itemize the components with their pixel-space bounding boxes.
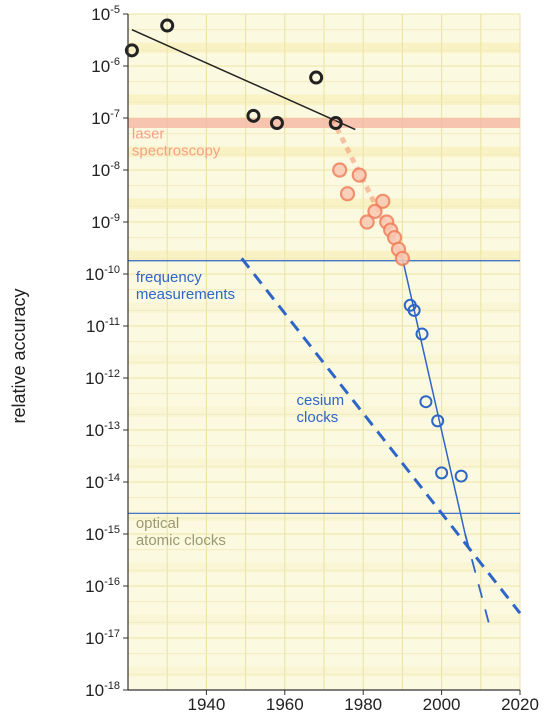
x-tick-label: 1940	[187, 695, 225, 714]
y-tick-label: 10-13	[85, 420, 120, 440]
y-tick-base: 10	[85, 577, 104, 596]
data-point	[375, 193, 391, 209]
annotation: cesium clocks	[297, 392, 345, 426]
axes: 1940 1960 1980 2000 202010-510-610-710-810-9…	[85, 4, 539, 714]
y-tick-label: 10-17	[85, 628, 120, 648]
data-point	[246, 108, 261, 123]
y-tick-base: 10	[91, 213, 110, 232]
y-tick-base: 10	[85, 473, 104, 492]
y-tick-label: 10-16	[85, 576, 120, 596]
data-point	[351, 167, 367, 183]
y-tick-base: 10	[85, 629, 104, 648]
annotation-line: laser	[132, 126, 165, 143]
trend-line	[329, 116, 405, 260]
annotation-line: frequency	[136, 269, 202, 286]
data-point	[328, 116, 343, 131]
data-point	[339, 186, 356, 202]
y-tick-label: 10-12	[85, 368, 120, 388]
y-axis-title: relative accuracy	[9, 288, 29, 423]
y-tick-base: 10	[91, 161, 110, 180]
y-tick-exponent: -18	[104, 680, 120, 692]
y-tick-label: 10-15	[85, 524, 120, 544]
y-tick-base: 10	[91, 109, 110, 128]
annotation-line: spectroscopy	[132, 143, 221, 160]
annotation: frequency measurements	[136, 269, 235, 303]
data-point	[419, 395, 433, 409]
y-tick-base: 10	[85, 369, 104, 388]
y-tick-exponent: -5	[110, 4, 120, 16]
y-tick-label: 10-14	[85, 472, 120, 492]
y-tick-label: 10-8	[91, 160, 120, 180]
y-tick-label: 10-11	[86, 316, 120, 336]
data-point	[454, 469, 468, 483]
x-tick-label: 1960	[266, 695, 304, 714]
y-tick-exponent: -6	[110, 56, 120, 68]
y-tick-exponent: -8	[110, 160, 120, 172]
data-points	[124, 18, 468, 483]
y-tick-base: 10	[85, 421, 104, 440]
annotation-line: measurements	[136, 286, 235, 303]
data-point	[160, 18, 175, 33]
y-tick-exponent: -9	[110, 212, 120, 224]
annotation-line: cesium	[297, 392, 345, 409]
x-tick-label: 1980	[344, 695, 382, 714]
annotation: optical atomic clocks	[136, 515, 226, 549]
y-tick-label: 10-6	[91, 56, 120, 76]
data-point	[407, 303, 421, 317]
y-tick-base: 10	[86, 317, 105, 336]
data-point	[269, 116, 284, 131]
data-point	[332, 162, 348, 178]
y-tick-exponent: -13	[104, 420, 120, 432]
y-tick-exponent: -16	[104, 576, 120, 588]
y-tick-label: 10-10	[85, 264, 120, 284]
annotation-line: optical	[136, 515, 179, 532]
y-tick-exponent: -14	[104, 472, 120, 484]
x-tick-label: 2020	[501, 695, 539, 714]
y-tick-base: 10	[91, 5, 110, 24]
y-tick-base: 10	[85, 525, 104, 544]
data-point	[431, 414, 445, 428]
annotation-line: clocks	[297, 409, 339, 426]
data-point	[359, 214, 375, 230]
reference-lines	[128, 118, 520, 514]
y-tick-label: 10-5	[91, 4, 120, 24]
y-tick-exponent: -12	[104, 368, 120, 380]
y-tick-base: 10	[85, 681, 104, 700]
data-point	[394, 250, 410, 266]
annotation: laser spectroscopy	[132, 126, 221, 160]
data-point	[124, 43, 139, 58]
y-tick-exponent: -17	[104, 628, 120, 640]
y-tick-base: 10	[91, 57, 110, 76]
trend-line	[131, 28, 356, 131]
y-tick-base: 10	[85, 265, 104, 284]
annotations: laser spectroscopy frequency measurements ce…	[132, 126, 344, 549]
y-tick-exponent: -15	[104, 524, 120, 536]
dashed-trend-line	[240, 257, 522, 615]
data-point	[367, 203, 383, 219]
y-tick-exponent: -10	[104, 264, 120, 276]
y-tick-label: 10-7	[91, 108, 120, 128]
y-tick-label: 10-18	[85, 680, 120, 700]
y-tick-exponent: -11	[105, 316, 120, 328]
data-point	[309, 70, 324, 85]
data-point	[435, 466, 449, 480]
x-tick-label: 2000	[423, 695, 461, 714]
data-point	[415, 327, 429, 341]
annotation-line: atomic clocks	[136, 532, 226, 549]
y-tick-label: 10-9	[91, 212, 120, 232]
y-tick-exponent: -7	[110, 108, 120, 120]
